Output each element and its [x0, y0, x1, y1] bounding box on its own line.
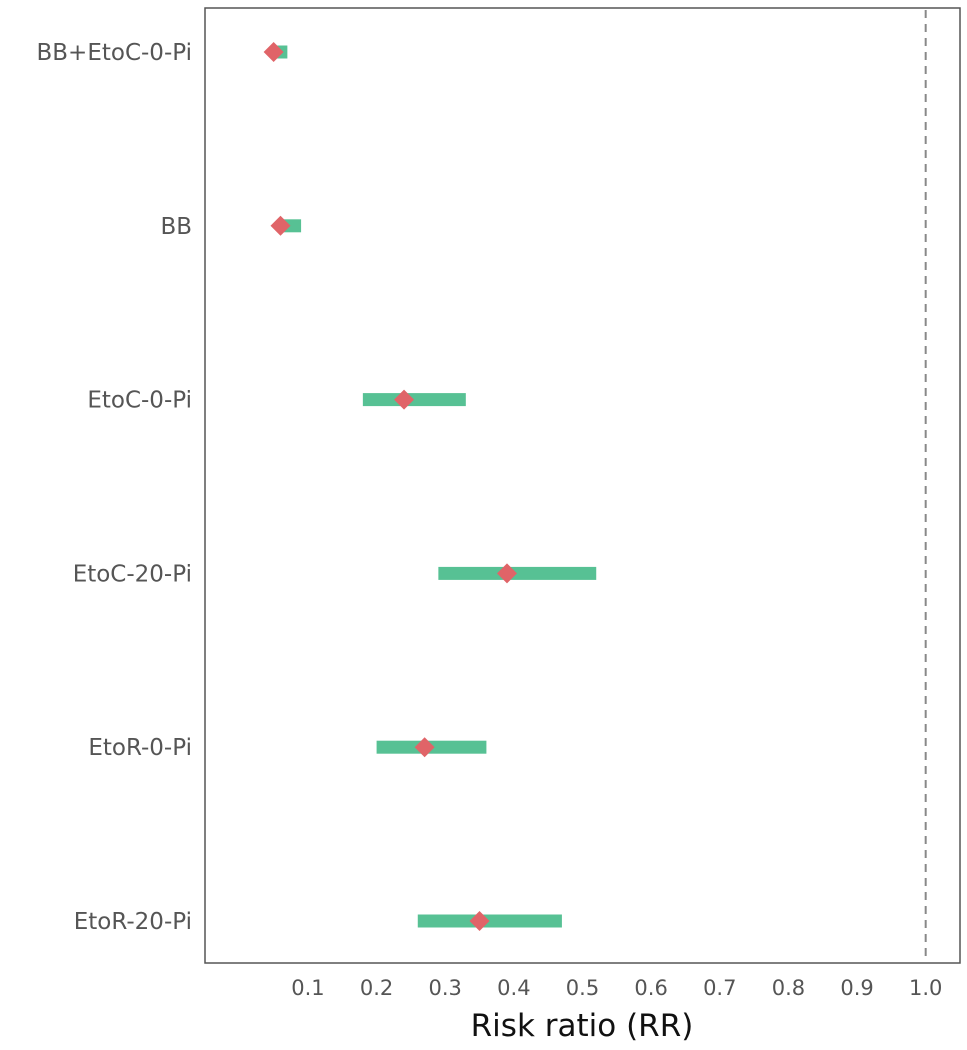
point-estimate: [263, 42, 284, 62]
point-estimate: [414, 737, 435, 758]
category-label: EtoR-20-Pi: [74, 909, 192, 935]
point-estimate: [270, 215, 291, 236]
category-label: BB+EtoC-0-Pi: [37, 40, 193, 66]
point-estimate: [394, 389, 415, 410]
x-tick-label: 0.5: [566, 976, 599, 1000]
ci-bar: [417, 914, 562, 928]
ci-bar: [438, 566, 597, 580]
point-estimate: [469, 911, 490, 931]
x-tick-label: 0.9: [840, 976, 873, 1000]
plot-frame: [204, 7, 961, 964]
ci-bars: [273, 45, 597, 928]
category-label: BB: [160, 214, 192, 240]
x-tick-label: 0.4: [497, 976, 530, 1000]
x-tick-label: 0.1: [291, 976, 324, 1000]
x-tick-label: 0.3: [429, 976, 462, 1000]
point-estimate: [497, 563, 517, 584]
x-tick-label: 1.0: [909, 976, 942, 1000]
category-label: EtoC-0-Pi: [87, 388, 192, 414]
x-tick-label: 0.6: [634, 976, 667, 1000]
point-estimates: [263, 42, 517, 931]
x-tick-labels: 0.1 0.2 0.3 0.4 0.5 0.6 0.7 0.8 0.9 1.0: [291, 976, 942, 1000]
ci-bar: [362, 393, 466, 407]
x-tick-label: 0.8: [772, 976, 805, 1000]
x-tick-label: 0.7: [703, 976, 736, 1000]
x-tick-label: 0.2: [360, 976, 393, 1000]
category-label: EtoC-20-Pi: [73, 561, 192, 587]
category-label: EtoR-0-Pi: [88, 735, 192, 761]
category-labels: BB+EtoC-0-Pi BB EtoC-0-Pi EtoC-20-Pi EtoR-0-…: [37, 40, 193, 935]
x-axis-title: Risk ratio (RR): [471, 1008, 694, 1044]
